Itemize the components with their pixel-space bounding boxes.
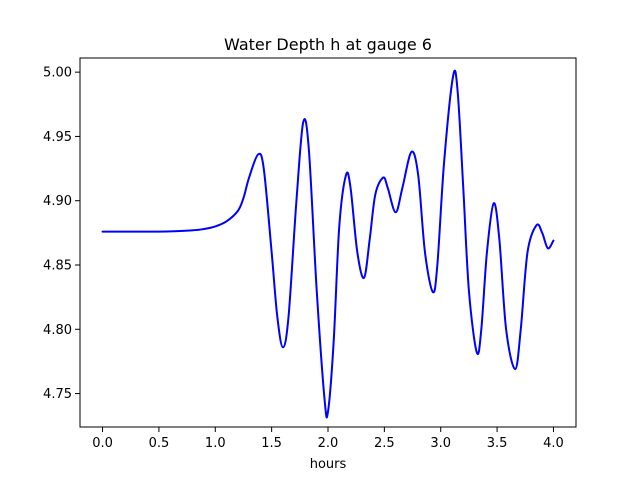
x-tick-label: 2.5 xyxy=(374,436,395,451)
chart-title: Water Depth h at gauge 6 xyxy=(224,35,432,54)
x-tick-label: 3.0 xyxy=(430,436,451,451)
x-tick-label: 0.5 xyxy=(149,436,170,451)
y-tick-label: 4.95 xyxy=(43,130,72,145)
x-axis-label: hours xyxy=(310,457,347,472)
x-tick-label: 2.0 xyxy=(318,436,339,451)
x-tick-label: 1.0 xyxy=(205,436,226,451)
y-tick-label: 5.00 xyxy=(43,66,72,81)
y-tick-label: 4.80 xyxy=(43,323,72,338)
x-tick-label: 1.5 xyxy=(261,436,282,451)
y-tick-label: 4.85 xyxy=(43,259,72,274)
y-axis: 4.75 4.80 4.85 4.90 4.95 5.00 xyxy=(43,66,80,402)
x-tick-label: 3.5 xyxy=(487,436,508,451)
x-tick-label: 0.0 xyxy=(92,436,113,451)
y-tick-label: 4.75 xyxy=(43,387,72,402)
x-axis: 0.0 0.5 1.0 1.5 2.0 2.5 3.0 3.5 4.0 xyxy=(92,427,564,451)
y-tick-label: 4.90 xyxy=(43,194,72,209)
series-line xyxy=(101,69,555,419)
x-tick-label: 4.0 xyxy=(543,436,564,451)
